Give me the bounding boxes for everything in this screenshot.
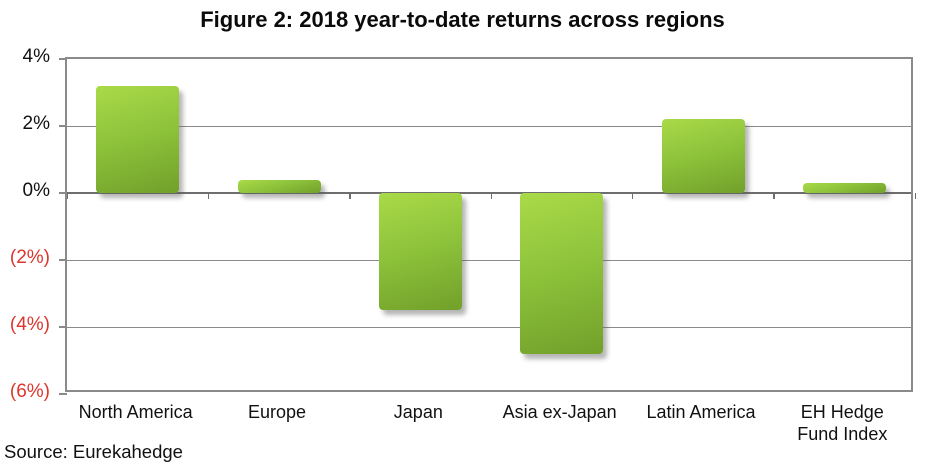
y-tick-label: (2%): [9, 247, 50, 268]
x-label-asia-ex-japan: Asia ex-Japan: [502, 402, 617, 422]
y-axis-tick: [59, 393, 67, 395]
source-note: Source: Eurekahedge: [4, 441, 183, 462]
y-axis-tick: [59, 125, 67, 127]
y-axis-tick: [59, 58, 67, 60]
bar-asia-ex-japan: [520, 193, 604, 354]
y-tick-label: (4%): [9, 314, 50, 335]
y-axis-tick: [59, 259, 67, 261]
zero-axis-line: [67, 192, 911, 194]
bar-europe: [237, 179, 321, 193]
bar-north-america: [96, 85, 180, 193]
y-tick-label: 0%: [22, 180, 50, 201]
x-label-japan: Japan: [393, 402, 443, 422]
y-tick-label: (6%): [9, 381, 50, 402]
x-label-eh-hedge-fund-index: EH Hedge Fund Index: [797, 402, 888, 444]
y-axis-tick: [59, 326, 67, 328]
zero-line-tick: [66, 193, 68, 199]
x-axis-labels: North America Europe Japan Asia ex-Japan Lat…: [65, 401, 913, 445]
zero-line-tick: [773, 193, 775, 199]
plot-area: [59, 57, 916, 395]
zero-line-tick: [631, 193, 634, 199]
x-label-north-america: North America: [78, 402, 193, 422]
gridline: [67, 327, 911, 328]
y-tick-label: 2%: [22, 113, 50, 134]
bar-latin-america: [661, 119, 745, 193]
gridline: [67, 126, 911, 127]
zero-line-tick: [914, 193, 916, 199]
zero-line-tick: [490, 193, 492, 199]
x-label-europe: Europe: [247, 402, 307, 422]
chart-title: Figure 2: 2018 year-to-date returns acro…: [200, 7, 725, 32]
zero-line-tick: [349, 193, 351, 199]
x-label-latin-america: Latin America: [646, 402, 756, 422]
y-axis-tick: [59, 192, 67, 194]
gridline: [67, 260, 911, 261]
bar-japan: [378, 193, 462, 311]
zero-line-tick: [207, 193, 210, 199]
y-tick-label: 4%: [22, 46, 50, 67]
bar-eh-hedge-fund-index: [802, 182, 886, 193]
